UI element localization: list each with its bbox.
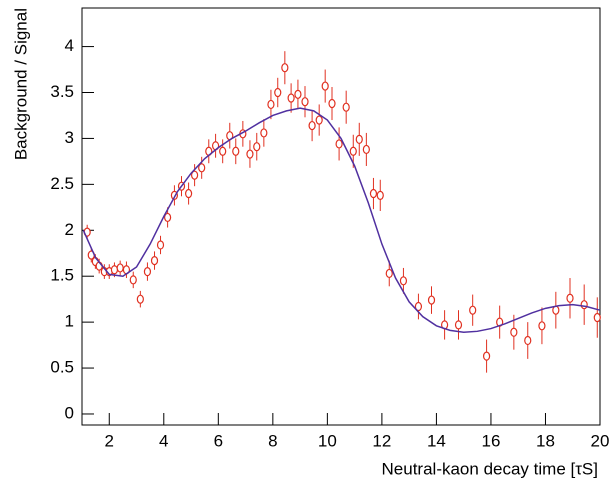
data-point [328, 98, 336, 109]
data-point [164, 212, 172, 223]
x-tick-label: 8 [268, 431, 277, 450]
data-point [274, 87, 282, 98]
data-point [260, 128, 268, 138]
y-tick-label: 2 [65, 220, 74, 239]
data-point [593, 312, 601, 323]
fit-curve [82, 107, 601, 333]
plot-frame [81, 7, 601, 426]
data-point [281, 63, 289, 73]
data-point [143, 267, 152, 277]
y-tick-label: 4 [65, 36, 74, 55]
y-axis-label: Background / Signal [11, 8, 30, 160]
data-point [287, 93, 295, 103]
data-point [524, 335, 532, 346]
data-point [321, 81, 329, 91]
x-tick-label: 2 [105, 431, 114, 450]
data-point [190, 170, 199, 180]
data-point [301, 97, 309, 107]
data-point [427, 295, 436, 305]
data-point [315, 115, 323, 125]
y-tick-label: 3.5 [50, 82, 74, 101]
data-point [267, 99, 275, 110]
data-point [198, 163, 206, 173]
data-point [342, 102, 350, 112]
data-point [376, 190, 384, 200]
x-tick-label: 6 [214, 431, 223, 450]
y-tick-label: 1 [65, 312, 74, 331]
x-tick-label: 4 [159, 431, 168, 450]
data-point [349, 146, 357, 156]
data-point [150, 255, 159, 266]
data-point [156, 240, 165, 250]
data-point [454, 320, 463, 330]
y-tick-label: 0.5 [50, 358, 74, 377]
data-point [129, 275, 137, 285]
data-point [362, 144, 370, 155]
data-point [469, 305, 477, 315]
x-tick-label: 18 [536, 431, 555, 450]
data-point [482, 351, 491, 361]
data-point [399, 276, 408, 286]
data-point [246, 149, 254, 159]
data-point [308, 120, 316, 131]
x-tick-label: 12 [372, 431, 391, 450]
data-point [136, 294, 144, 304]
x-tick-label: 10 [318, 431, 337, 450]
data-point [369, 188, 378, 199]
data-point [294, 89, 302, 99]
data-point [184, 188, 193, 199]
data-point [510, 327, 518, 337]
y-tick-label: 2.5 [50, 174, 74, 193]
data-point [219, 146, 227, 156]
data-point [580, 300, 588, 310]
data-point [355, 134, 363, 144]
data-point [253, 142, 261, 152]
data-point [385, 268, 393, 279]
y-tick-label: 0 [65, 403, 74, 422]
data-point [335, 139, 343, 149]
data-point [232, 146, 240, 156]
x-axis-label: Neutral-kaon decay time [τS] [382, 459, 598, 478]
x-tick-label: 14 [427, 431, 446, 450]
data-point [414, 301, 423, 312]
x-tick-label: 16 [481, 431, 500, 450]
data-point [566, 293, 574, 303]
x-tick-label: 20 [591, 431, 610, 450]
data-point [538, 321, 546, 331]
y-tick-label: 1.5 [50, 266, 74, 285]
y-tick-label: 3 [65, 128, 74, 147]
data-point [110, 265, 119, 275]
data-point [116, 263, 124, 273]
